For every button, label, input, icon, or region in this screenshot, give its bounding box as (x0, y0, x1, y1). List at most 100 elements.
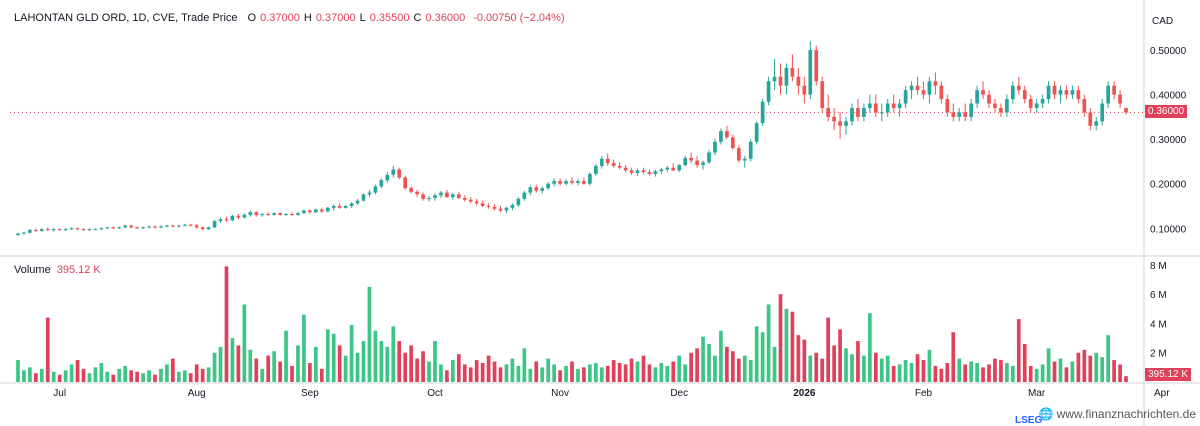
candle-body (808, 50, 813, 95)
volume-bar (564, 365, 568, 382)
volume-bar (736, 358, 741, 382)
candle-body (319, 209, 324, 212)
volume-bar (617, 362, 622, 382)
volume-bar (284, 330, 288, 382)
time-tick-label: Jul (53, 388, 66, 399)
candle-body (730, 137, 735, 149)
candle-body (683, 157, 688, 165)
volume-bar (945, 362, 950, 382)
candle-body (129, 225, 134, 228)
candle-body (99, 228, 104, 230)
low-value: 0.35500 (369, 12, 410, 24)
currency-label: CAD (1152, 16, 1173, 27)
candle-body (16, 233, 20, 235)
price-series (16, 41, 1128, 236)
candle-body (1106, 85, 1110, 104)
candle-body (719, 131, 723, 142)
volume-bar (200, 368, 205, 382)
candle-body (713, 141, 717, 153)
volume-bar (951, 332, 956, 382)
candle-body (659, 169, 664, 172)
candle-body (111, 227, 116, 229)
volume-bar (647, 364, 652, 382)
candle-body (957, 112, 962, 117)
volume-bar (975, 362, 979, 382)
volume-bar (903, 360, 908, 382)
candle-body (480, 203, 485, 206)
current-price-tag: 0.36000 (1145, 105, 1188, 119)
volume-bar (165, 364, 169, 382)
candle-body (159, 226, 163, 228)
volume-bar (141, 373, 145, 382)
candle-body (296, 213, 300, 215)
volume-bar (1088, 355, 1093, 382)
volume-bar (1040, 364, 1045, 382)
volume-bar (45, 317, 50, 382)
candle-body (748, 141, 753, 159)
volume-bar (611, 360, 616, 382)
candle-body (933, 81, 938, 86)
close-label: C (413, 12, 422, 24)
volume-bar (278, 361, 282, 382)
volume-bar (915, 354, 920, 382)
candle-body (891, 103, 896, 108)
candle-body (51, 229, 56, 231)
volume-bar (838, 329, 842, 382)
volume-bar (790, 311, 795, 382)
volume-bar (266, 355, 271, 382)
candle-body (641, 170, 646, 173)
volume-bar (784, 308, 789, 382)
volume-bar (272, 351, 276, 382)
price-tick-label: 0.10000 (1150, 224, 1187, 235)
volume-bar (123, 365, 128, 382)
watermark-site: www.finanznachrichten.de (1056, 407, 1196, 421)
volume-bar (873, 352, 878, 382)
candle-body (308, 210, 312, 213)
candle-body (171, 225, 175, 227)
watermark[interactable]: 🌐 www.finanznachrichten.de (1039, 407, 1196, 421)
candle-body (856, 107, 860, 117)
volume-bar (1010, 365, 1015, 382)
volume-series (16, 266, 1128, 382)
candle-body (915, 85, 920, 91)
candle-body (93, 229, 98, 231)
volume-bar (415, 358, 419, 382)
volume-bar (81, 368, 86, 382)
price-tick-label: 0.20000 (1150, 180, 1187, 191)
volume-bar (629, 358, 634, 382)
candle-body (290, 214, 294, 216)
candle-body (862, 107, 866, 117)
candle-body (987, 94, 991, 104)
price-tick-label: 0.50000 (1150, 46, 1187, 57)
candle-body (707, 152, 711, 163)
candle-body (742, 158, 747, 161)
candle-body (796, 76, 801, 86)
volume-bar (28, 367, 32, 382)
candle-body (784, 67, 789, 86)
lseg-logo: LSEG (1015, 415, 1043, 426)
candle-body (1034, 103, 1039, 108)
time-tick-label: Feb (915, 388, 933, 399)
candle-body (409, 188, 414, 192)
volume-bar (868, 313, 872, 382)
candle-body (331, 205, 336, 208)
volume-bar (921, 360, 926, 382)
time-tick-label: Mar (1028, 388, 1046, 399)
volume-bar (182, 370, 187, 382)
candle-body (504, 207, 509, 211)
candle-body (272, 213, 276, 215)
candle-body (951, 112, 956, 117)
volume-bar (832, 345, 836, 382)
candle-body (188, 224, 193, 226)
volume-bar (188, 373, 193, 382)
candle-body (921, 90, 926, 95)
candle-body (200, 227, 205, 230)
volume-bar (230, 338, 235, 382)
volume-bar (939, 368, 944, 382)
candle-body (1028, 99, 1033, 108)
volume-bar (558, 370, 562, 382)
volume-bar (373, 330, 378, 382)
candle-body (403, 177, 408, 189)
volume-bar (683, 364, 688, 382)
